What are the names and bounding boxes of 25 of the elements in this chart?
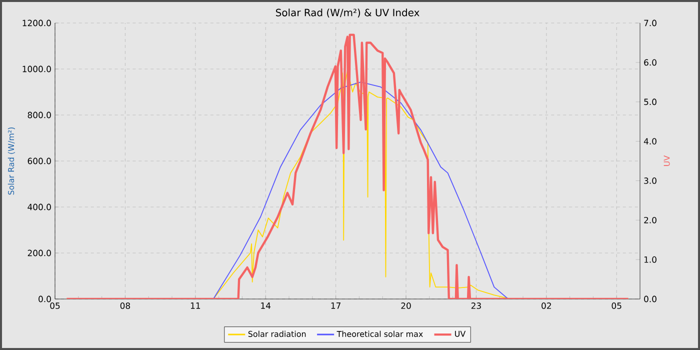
- x-tick-label: 05: [612, 302, 622, 309]
- y2-tick-label: 2.0: [644, 216, 656, 224]
- x-tick-label: 08: [120, 302, 130, 309]
- y-tick-label: 1000.0: [22, 66, 51, 72]
- y-tick-label: 800.0: [28, 112, 51, 118]
- x-tick-label: 20: [401, 302, 411, 309]
- y-tick-label: 400.0: [28, 204, 51, 210]
- x-tick-label: 14: [261, 302, 271, 309]
- x-tick-label: 11: [190, 302, 200, 309]
- y2-tick-label: 5.0: [644, 98, 656, 106]
- x-tick-label: 23: [471, 302, 481, 309]
- y-tick-label: 0.0: [38, 296, 51, 302]
- y-tick-label: 1200.0: [22, 20, 51, 26]
- y2-tick-label: 6.0: [644, 59, 656, 66]
- y2-tick-label: 1.0: [644, 256, 656, 263]
- y-tick-label: 600.0: [28, 158, 51, 164]
- y2-tick-label: 7.0: [644, 20, 656, 26]
- y-tick-label: 200.0: [28, 250, 51, 256]
- chart-title: Solar Rad (W/m²) & UV Index: [276, 8, 420, 18]
- y2-tick-label: 3.0: [644, 178, 656, 184]
- x-tick-label: 17: [331, 302, 340, 309]
- x-tick-label: 02: [542, 302, 551, 309]
- x-tick-label: 05: [50, 302, 60, 309]
- y2-tick-label: 4.0: [644, 138, 656, 144]
- y2-tick-label: 0.0: [644, 296, 656, 302]
